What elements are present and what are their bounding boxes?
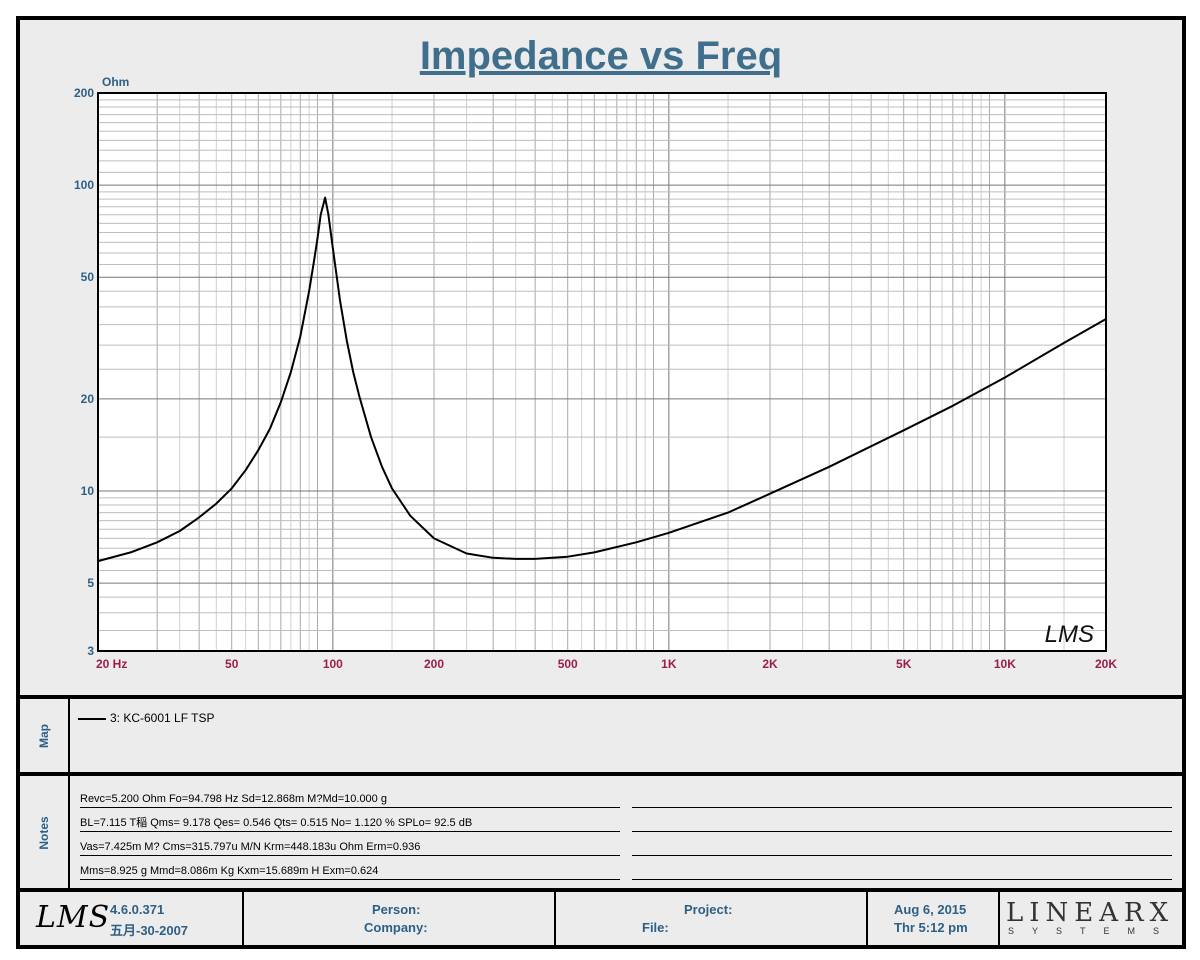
version: 4.6.0.371 [110,902,165,917]
note-row-blank [632,864,1172,880]
project-label: Project: [684,902,733,917]
footer-brand-cell: LINEARX SYSTEMS [1000,892,1182,945]
linearx-logo: LINEARX [1006,898,1175,928]
y-tick-label: 5 [87,576,94,590]
note-row: Mms=8.925 g Mmd=8.086m Kg Kxm=15.689m H … [80,864,620,880]
y-tick-label: 100 [74,178,94,192]
x-tick-label: 50 [225,657,239,671]
linearx-subtitle: SYSTEMS [1008,926,1178,936]
y-tick-label: 200 [74,86,94,100]
x-tick-label: 100 [323,657,343,671]
divider [20,695,1182,699]
chart-area: Impedance vs Freq 3 5 10 20 50 100 200 20 Hz 50 1… [20,20,1182,695]
note-row-blank [632,840,1172,856]
y-tick-label: 3 [87,644,94,658]
x-tick-label: 200 [424,657,444,671]
footer-person-cell: Person: Company: [244,892,556,945]
footer-date-cell: Aug 6, 2015 Thr 5:12 pm [868,892,1000,945]
date: Aug 6, 2015 [894,902,967,917]
divider [20,772,1182,776]
y-tick-label: 20 [81,392,95,406]
plot-background [98,93,1106,651]
legend-series-label: 3: KC-6001 LF TSP [110,711,215,725]
time: Thr 5:12 pm [894,920,968,935]
x-tick-label: 10K [994,657,1016,671]
legend-swatch [78,718,106,720]
x-tick-label: 500 [558,657,578,671]
notes-label: Notes [37,816,51,850]
footer-version-cell: LMS 4.6.0.371 五月-30-2007 [20,892,244,945]
lms-watermark: LMS [1045,621,1094,648]
y-tick-label: 50 [81,270,95,284]
series-line [97,196,1107,563]
map-label: Map [37,723,51,748]
x-tick-label: 1K [661,657,677,671]
impedance-chart: 3 5 10 20 50 100 200 20 Hz 50 100 200 500 1K 2K 5K 10K 2… [74,75,1117,671]
divider [20,888,1182,892]
map-label-box: Map [20,699,70,772]
note-row: Vas=7.425m M? Cms=315.797u M/N Krm=448.1… [80,840,620,856]
note-row-blank [632,792,1172,808]
y-axis-label: Ohm [102,75,129,89]
x-tick-label: 5K [896,657,912,671]
note-row: Revc=5.200 Ohm Fo=94.798 Hz Sd=12.868m M… [80,792,620,808]
x-tick-label: 2K [762,657,778,671]
x-tick-label: 20K [1095,657,1117,671]
notes-label-box: Notes [20,776,70,890]
x-tick-label: 20 Hz [96,657,127,671]
note-row: BL=7.115 T稲 Qms= 9.178 Qes= 0.546 Qts= 0… [80,816,620,832]
file-label: File: [642,920,669,935]
y-tick-label: 10 [81,484,95,498]
note-row-blank [632,816,1172,832]
person-label: Person: [372,902,421,917]
report-frame: Impedance vs Freq 3 5 10 20 50 100 200 20 Hz 50 1… [16,16,1186,949]
company-label: Company: [364,920,428,935]
legend-section: Map 3: KC-6001 LF TSP [20,699,1182,772]
footer-project-cell: Project: File: [556,892,868,945]
footer: LMS 4.6.0.371 五月-30-2007 Person: Company… [20,892,1182,945]
chart-title: Impedance vs Freq [419,34,783,78]
notes-section: Notes Revc=5.200 Ohm Fo=94.798 Hz Sd=12.… [20,776,1182,890]
lms-logo: LMS [36,900,111,935]
plot-border [97,92,1107,652]
build-date: 五月-30-2007 [110,923,189,938]
